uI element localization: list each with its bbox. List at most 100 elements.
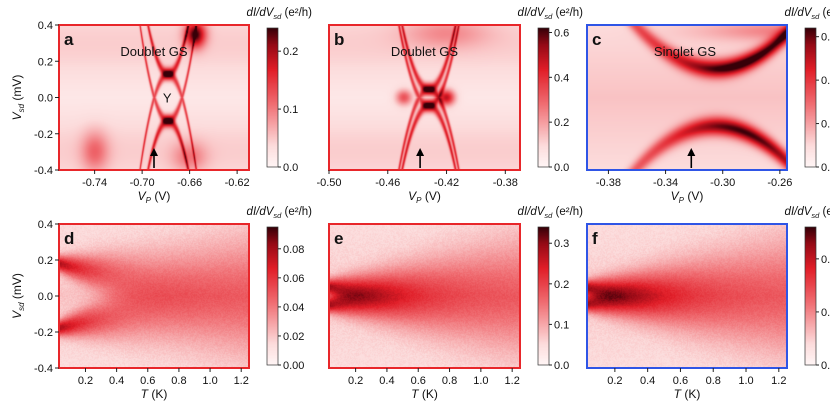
cbar-tick-label-b: 0.4 bbox=[554, 72, 569, 84]
ytick-label-d: -0.2 bbox=[34, 327, 53, 339]
arrow-head-b bbox=[416, 148, 425, 156]
colorbar-frame-d bbox=[266, 226, 279, 366]
heatmap-c bbox=[587, 25, 787, 170]
xtick-label-d: 1.0 bbox=[202, 375, 217, 387]
cbar-title-b: dI/dVsd (e²/h) bbox=[518, 7, 584, 21]
cbar-tick-label-e: 0.3 bbox=[554, 238, 569, 250]
xtick-label-a: -0.66 bbox=[177, 177, 202, 189]
xtick-label-a: -0.70 bbox=[130, 177, 155, 189]
panel-f: f 0.2 0.4 0.6 0.8 1.0 1.2 T (K) 0.4 0.2 0.0 dI/dVsd… bbox=[586, 206, 830, 401]
cbar-tick-label-c: 0.2 bbox=[821, 119, 830, 131]
colorbar-frame-c bbox=[804, 27, 817, 168]
ytick-label-d: 0.4 bbox=[38, 219, 53, 231]
cbar-tick-label-d: 0.00 bbox=[283, 360, 304, 372]
xtick-label-b: -0.38 bbox=[493, 177, 518, 189]
ytick-label-a: 0.0 bbox=[38, 93, 53, 105]
heatmap-d bbox=[59, 224, 249, 368]
arrow-head-c bbox=[687, 148, 696, 156]
cbar-tick-label-e: 0.0 bbox=[554, 360, 569, 372]
xtick-label-f: 0.2 bbox=[607, 375, 622, 387]
xtick-label-f: 0.6 bbox=[673, 375, 688, 387]
xtick-label-e: 1.0 bbox=[473, 375, 488, 387]
xtick-label-d: 0.2 bbox=[78, 375, 93, 387]
cbar-tick-label-d: 0.04 bbox=[283, 302, 304, 314]
colorbar-b bbox=[538, 28, 549, 167]
cbar-tick-label-d: 0.06 bbox=[283, 273, 304, 285]
panel-letter-e: e bbox=[334, 229, 343, 248]
cbar-tick-label-d: 0.02 bbox=[283, 331, 304, 343]
annotation-a: Y bbox=[163, 91, 172, 106]
panel-b: b Doublet GS -0.50 -0.46 -0.42 -0.38 VP (V) 0.6… bbox=[316, 7, 583, 205]
ytick-label-a: -0.2 bbox=[34, 129, 53, 141]
xtick-label-b: -0.46 bbox=[375, 177, 400, 189]
xlabel-d: T (K) bbox=[141, 387, 168, 401]
xtick-label-e: 1.2 bbox=[505, 375, 520, 387]
colorbar-d bbox=[267, 227, 278, 365]
xtick-label-f: 1.2 bbox=[771, 375, 786, 387]
panel-c: c Singlet GS -0.38 -0.34 -0.30 -0.26 VP (V) 0.6… bbox=[586, 7, 830, 205]
panel-letter-a: a bbox=[64, 30, 74, 49]
xtick-label-a: -0.62 bbox=[225, 177, 250, 189]
xtick-label-f: 1.0 bbox=[738, 375, 753, 387]
cbar-tick-label-a: 0.1 bbox=[283, 104, 298, 116]
cbar-tick-label-b: 0.2 bbox=[554, 117, 569, 129]
colorbar-frame-e bbox=[537, 226, 550, 366]
colorbar-frame-b bbox=[537, 27, 550, 168]
ylabel-a: Vsd (mV) bbox=[10, 75, 26, 121]
xlabel-a: VP (V) bbox=[138, 189, 171, 205]
panel-title-b: Doublet GS bbox=[391, 44, 459, 59]
panel-title-a: Doublet GS bbox=[120, 44, 188, 59]
heatmap-b bbox=[329, 25, 520, 170]
colorbar-f bbox=[805, 227, 816, 365]
ytick-label-d: 0.2 bbox=[38, 255, 53, 267]
xtick-label-b: -0.42 bbox=[434, 177, 459, 189]
cbar-tick-label-f: 0.4 bbox=[821, 254, 830, 266]
cbar-tick-label-c: 0.4 bbox=[821, 75, 830, 87]
colorbar-frame-a bbox=[266, 27, 279, 168]
ytick-label-d: -0.4 bbox=[34, 363, 53, 375]
xlabel-c: VP (V) bbox=[671, 189, 704, 205]
frame-c bbox=[586, 24, 788, 171]
frame-b bbox=[328, 24, 521, 171]
frame-e bbox=[328, 223, 521, 369]
panel-title-c: Singlet GS bbox=[654, 44, 716, 59]
xtick-label-e: 0.4 bbox=[379, 375, 394, 387]
xtick-label-e: 0.6 bbox=[411, 375, 426, 387]
cbar-tick-label-b: 0.6 bbox=[554, 27, 569, 39]
cbar-tick-label-f: 0.0 bbox=[821, 360, 830, 372]
xtick-label-d: 1.2 bbox=[234, 375, 249, 387]
xtick-label-f: 0.8 bbox=[706, 375, 721, 387]
xtick-label-f: 0.4 bbox=[640, 375, 655, 387]
xtick-label-d: 0.6 bbox=[140, 375, 155, 387]
ytick-label-a: 0.4 bbox=[38, 20, 53, 32]
panel-letter-f: f bbox=[592, 229, 598, 248]
heatmap-e bbox=[329, 224, 520, 368]
arrow-head-a bbox=[150, 148, 158, 156]
xtick-label-a: -0.74 bbox=[82, 177, 107, 189]
xlabel-e: T (K) bbox=[411, 387, 438, 401]
cbar-tick-label-c: 0.6 bbox=[821, 32, 830, 44]
heatmap-a bbox=[59, 25, 249, 170]
xtick-label-c: -0.34 bbox=[653, 177, 678, 189]
cbar-title-a: dI/dVsd (e²/h) bbox=[247, 7, 313, 21]
panel-a: a Doublet GS Y -0.74 -0.70 -0.66 -0.62 0.4 0.2 0.… bbox=[10, 7, 312, 205]
ytick-label-a: 0.2 bbox=[38, 56, 53, 68]
ytick-label-d: 0.0 bbox=[38, 291, 53, 303]
xtick-label-c: -0.26 bbox=[767, 177, 792, 189]
cbar-tick-label-a: 0.0 bbox=[283, 162, 298, 174]
panel-d: d 0.2 0.4 0.6 0.8 1.0 1.2 0.4 0.2 0.0 -0.2 -0.4 T (K… bbox=[10, 206, 312, 401]
xtick-label-c: -0.38 bbox=[596, 177, 621, 189]
panel-e: e 0.2 0.4 0.6 0.8 1.0 1.2 T (K) 0.3 0.2 0.1 0.0 dI/d… bbox=[328, 206, 583, 401]
xlabel-b: VP (V) bbox=[408, 189, 441, 205]
colorbar-e bbox=[538, 227, 549, 365]
cbar-tick-label-b: 0.0 bbox=[554, 162, 569, 174]
cbar-tick-label-a: 0.2 bbox=[283, 46, 298, 58]
cbar-title-f: dI/dVsd (e²/h) bbox=[785, 206, 830, 220]
cbar-title-d: dI/dVsd (e²/h) bbox=[247, 206, 313, 220]
frame-f bbox=[586, 223, 788, 369]
cbar-tick-label-e: 0.1 bbox=[554, 319, 569, 331]
cbar-tick-label-e: 0.2 bbox=[554, 279, 569, 291]
xtick-label-e: 0.8 bbox=[442, 375, 457, 387]
cbar-title-c: dI/dVsd (e²/h) bbox=[785, 7, 830, 21]
cbar-tick-label-c: 0.0 bbox=[821, 162, 830, 174]
